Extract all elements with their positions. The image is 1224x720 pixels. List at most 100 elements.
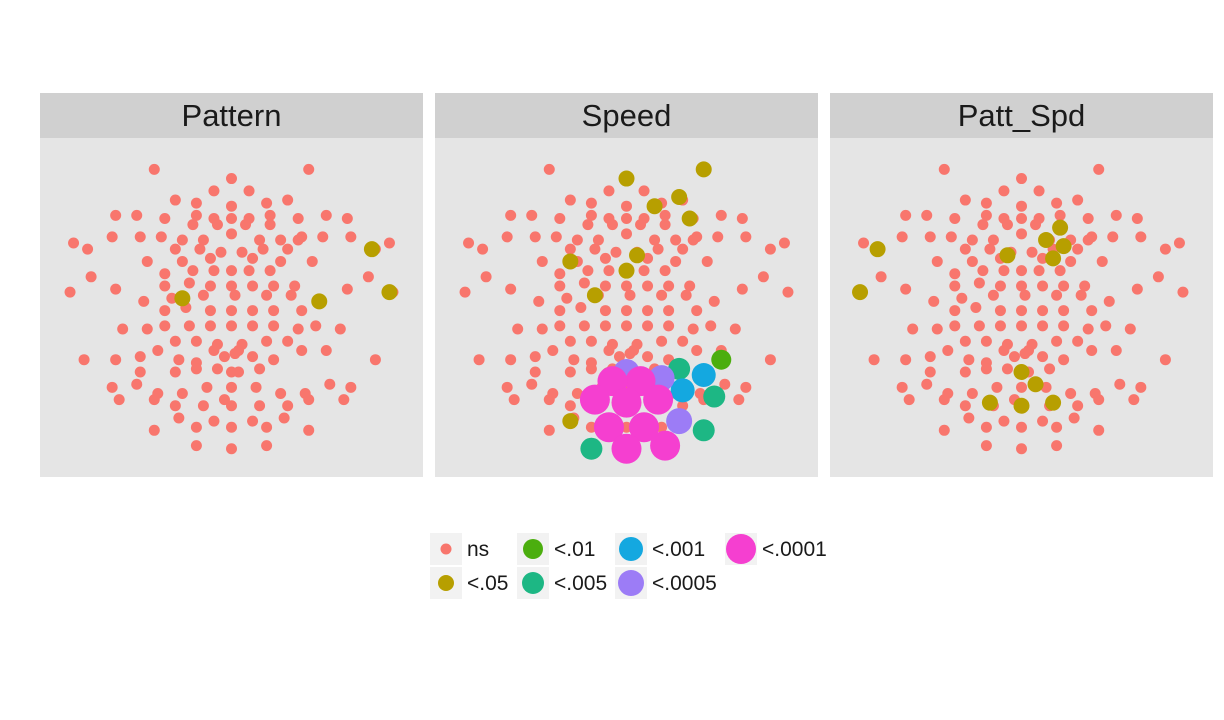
point-ns (247, 415, 259, 427)
point-p0005 (666, 408, 693, 435)
point-ns (201, 381, 213, 393)
point-ns (226, 320, 237, 332)
point-ns (642, 305, 654, 317)
point-ns (1072, 243, 1084, 255)
point-ns (505, 354, 517, 366)
point-ns (226, 200, 237, 212)
point-p05 (562, 413, 579, 430)
point-ns (677, 243, 689, 255)
point-ns (592, 234, 604, 246)
point-ns (1008, 351, 1020, 363)
point-ns (778, 237, 790, 249)
point-ns (345, 231, 357, 243)
point-ns (1037, 305, 1049, 317)
point-ns (229, 348, 241, 360)
point-p05 (618, 262, 635, 279)
point-ns (169, 400, 181, 412)
point-ns (1135, 381, 1147, 393)
point-ns (949, 320, 961, 332)
point-ns (226, 265, 237, 277)
point-ns (204, 305, 216, 317)
point-ns (621, 421, 632, 433)
point-ns (1152, 271, 1164, 283)
point-ns (1100, 320, 1112, 332)
point-ns (680, 289, 692, 301)
point-p001 (670, 378, 695, 403)
point-ns (1054, 209, 1066, 221)
point-ns (215, 246, 227, 258)
point-ns (211, 363, 223, 375)
facet-strip (830, 93, 1213, 138)
point-ns (1124, 323, 1136, 335)
point-ns (169, 194, 181, 206)
point-ns (924, 366, 936, 378)
point-ns (585, 421, 597, 433)
point-ns (226, 228, 237, 240)
point-ns (931, 323, 943, 335)
point-ns (900, 209, 912, 221)
point-p005 (703, 385, 726, 408)
point-ns (310, 320, 322, 332)
point-ns (317, 231, 329, 243)
point-ns (931, 255, 943, 267)
point-ns (691, 305, 703, 317)
point-ns (1135, 231, 1147, 243)
point-ns (110, 283, 122, 295)
point-ns (197, 400, 209, 412)
point-ns (585, 197, 597, 209)
point-ns (980, 421, 992, 433)
point-p05 (852, 284, 869, 301)
point-ns (638, 265, 650, 277)
point-ns (585, 363, 597, 375)
point-ns (606, 219, 618, 231)
point-ns (554, 280, 566, 292)
point-ns (973, 277, 985, 289)
point-ns (152, 344, 164, 356)
point-ns (1173, 237, 1185, 249)
point-p05 (311, 293, 328, 310)
point-ns (275, 387, 287, 399)
point-ns (1058, 354, 1070, 366)
point-ns (282, 194, 294, 206)
point-ns (708, 295, 720, 307)
point-ns (687, 234, 699, 246)
point-ns (1016, 212, 1027, 224)
point-p05 (1038, 231, 1055, 248)
point-ns (966, 387, 978, 399)
point-ns (240, 219, 252, 231)
point-ns (719, 378, 731, 390)
point-ns (1058, 320, 1070, 332)
point-ns (1128, 394, 1140, 406)
point-ns (949, 268, 961, 280)
point-ns (1044, 363, 1056, 375)
point-ns (638, 185, 650, 197)
point-p05 (671, 188, 688, 205)
point-ns (383, 237, 395, 249)
point-ns (78, 354, 90, 366)
point-ns (903, 394, 915, 406)
point-ns (285, 289, 297, 301)
point-ns (254, 234, 266, 246)
point-ns (543, 394, 555, 406)
point-ns (1082, 234, 1094, 246)
point-ns (900, 354, 912, 366)
point-ns (1110, 344, 1122, 356)
point-ns (533, 295, 545, 307)
point-ns (1016, 421, 1027, 433)
point-ns (1019, 348, 1031, 360)
facet-strip (435, 93, 818, 138)
point-ns (264, 219, 276, 231)
point-ns (208, 344, 220, 356)
point-ns (197, 234, 209, 246)
point-ns (278, 412, 290, 424)
point-ns (1082, 212, 1094, 224)
point-ns (740, 381, 752, 393)
point-ns (303, 163, 315, 175)
point-ns (236, 246, 248, 258)
facet-strip (40, 93, 423, 138)
point-ns (705, 320, 717, 332)
legend-label: <.005 (554, 572, 607, 595)
point-ns (1051, 335, 1063, 347)
point-ns (1037, 252, 1049, 264)
point-ns (659, 265, 671, 277)
